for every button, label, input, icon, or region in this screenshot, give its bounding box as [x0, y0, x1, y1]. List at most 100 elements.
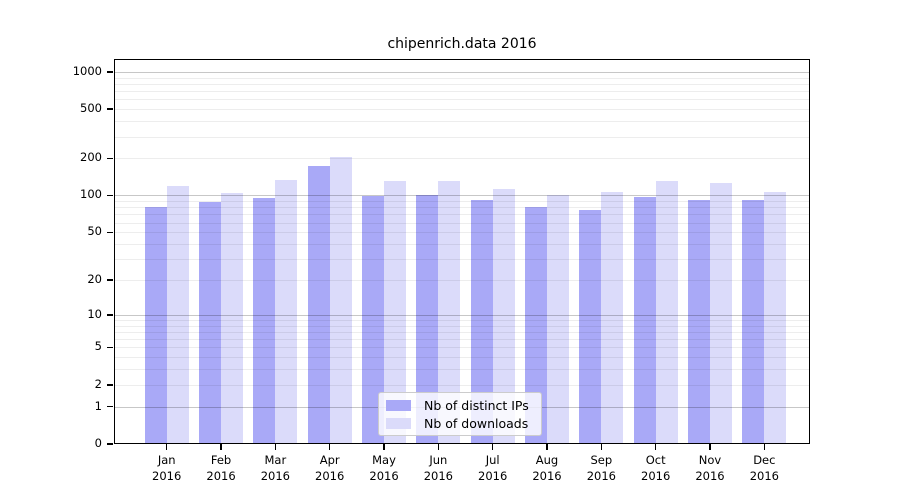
- x-tick-month: Mar: [264, 453, 287, 467]
- grid-line-major: [114, 71, 810, 73]
- y-tick-mark: [107, 108, 113, 110]
- x-tick-year: 2016: [586, 469, 616, 483]
- bar-downloads: [275, 180, 298, 444]
- grid-line-minor: [114, 136, 810, 138]
- y-axis-tick-label: 200: [80, 150, 102, 165]
- x-tick-mark: [437, 444, 440, 450]
- grid-line-minor: [114, 280, 810, 281]
- x-tick-month: May: [372, 453, 396, 467]
- y-axis-tick-label: 100: [80, 187, 102, 202]
- legend-row: Nb of downloads: [386, 416, 538, 431]
- y-axis-tick-label: 1000: [72, 63, 102, 78]
- x-axis-tick-label: Nov 2016: [675, 452, 745, 484]
- x-axis-tick-label: Jun 2016: [403, 452, 473, 484]
- grid-line-minor: [114, 201, 810, 203]
- x-axis-tick-label: Feb 2016: [186, 452, 256, 484]
- x-tick-mark: [383, 444, 385, 450]
- y-tick-mark: [107, 314, 113, 316]
- grid-line-minor: [114, 91, 810, 93]
- bar-downloads: [547, 195, 569, 444]
- grid-line-minor: [114, 369, 810, 371]
- bar-downloads: [492, 189, 515, 444]
- y-axis-tick-label: 10: [87, 306, 102, 321]
- grid-line-minor: [114, 83, 810, 85]
- grid-line-minor: [114, 384, 810, 386]
- x-tick-mark: [763, 444, 766, 450]
- bar-downloads: [655, 180, 678, 444]
- x-tick-year: 2016: [478, 469, 508, 483]
- x-tick-year: 2016: [315, 469, 345, 483]
- grid-line-minor: [114, 158, 810, 160]
- bar-distinct-ips: [362, 196, 385, 444]
- bar-distinct-ips: [688, 199, 710, 444]
- y-tick-mark: [107, 405, 113, 408]
- bar-downloads: [166, 185, 189, 444]
- x-tick-month: Oct: [645, 453, 666, 467]
- legend-row: Nb of distinct IPs: [386, 398, 538, 413]
- bar-distinct-ips: [416, 195, 439, 444]
- x-axis-tick-label: Mar 2016: [240, 452, 310, 484]
- bar-downloads: [384, 180, 407, 444]
- x-axis-tick-label: Jul 2016: [458, 452, 528, 484]
- y-tick-mark: [107, 194, 113, 197]
- x-axis-tick-label: May 2016: [349, 452, 419, 484]
- y-tick-mark: [107, 157, 113, 160]
- x-tick-month: Nov: [698, 453, 722, 467]
- x-tick-mark: [600, 444, 603, 450]
- grid-line-minor: [114, 319, 810, 321]
- y-axis-tick-label: 500: [80, 101, 102, 116]
- x-tick-mark: [709, 444, 711, 450]
- bar-distinct-ips: [525, 207, 547, 444]
- grid-line-minor: [114, 232, 810, 234]
- bar-distinct-ips: [253, 198, 276, 444]
- grid-line-minor: [114, 121, 810, 123]
- y-axis-tick-label: 2: [94, 376, 102, 391]
- x-axis-tick-label: Apr 2016: [295, 452, 365, 484]
- x-tick-year: 2016: [641, 469, 671, 483]
- legend-label: Nb of downloads: [424, 415, 529, 431]
- grid-line-minor: [114, 207, 810, 209]
- bar-downloads: [601, 192, 624, 444]
- y-axis-tick-label: 50: [87, 224, 102, 239]
- x-tick-month: Dec: [753, 453, 776, 467]
- x-tick-year: 2016: [749, 469, 779, 483]
- grid-line-minor: [114, 243, 810, 245]
- grid-line-minor: [114, 109, 810, 111]
- x-axis-tick-label: Sep 2016: [566, 452, 636, 484]
- legend: Nb of distinct IPs Nb of downloads: [378, 392, 542, 436]
- x-axis-tick-label: Dec 2016: [729, 452, 799, 484]
- x-axis-tick-label: Oct 2016: [621, 452, 691, 484]
- x-tick-year: 2016: [695, 469, 725, 483]
- bar-downloads: [329, 157, 352, 444]
- y-axis-tick-label: 5: [94, 339, 102, 354]
- grid-line-minor: [114, 77, 810, 79]
- x-tick-mark: [274, 444, 277, 450]
- x-tick-mark: [220, 444, 222, 450]
- x-tick-month: Jan: [157, 453, 176, 467]
- x-tick-month: Jul: [485, 453, 500, 467]
- chart-title: chipenrich.data 2016: [387, 36, 537, 52]
- x-tick-month: Sep: [590, 453, 613, 467]
- y-tick-mark: [107, 231, 113, 233]
- bar-distinct-ips: [579, 210, 602, 444]
- grid-line-minor: [114, 325, 810, 327]
- x-tick-mark: [328, 444, 331, 450]
- bar-downloads: [764, 192, 787, 444]
- grid-line-minor: [114, 347, 810, 349]
- y-axis-tick-label: 1: [94, 398, 102, 413]
- bar-distinct-ips: [144, 206, 167, 444]
- x-tick-year: 2016: [206, 469, 236, 483]
- y-tick-mark: [107, 279, 113, 281]
- x-axis-tick-label: Aug 2016: [512, 452, 582, 484]
- y-tick-mark: [107, 346, 113, 349]
- grid-line-minor: [114, 357, 810, 359]
- y-tick-mark: [107, 443, 113, 445]
- x-tick-mark: [546, 444, 548, 450]
- grid-line-minor: [114, 339, 810, 341]
- x-tick-year: 2016: [369, 469, 399, 483]
- x-tick-month: Jun: [429, 453, 448, 467]
- x-tick-mark: [654, 444, 657, 450]
- bar-distinct-ips: [633, 197, 656, 444]
- legend-label: Nb of distinct IPs: [424, 397, 529, 413]
- bar-downloads: [438, 180, 461, 444]
